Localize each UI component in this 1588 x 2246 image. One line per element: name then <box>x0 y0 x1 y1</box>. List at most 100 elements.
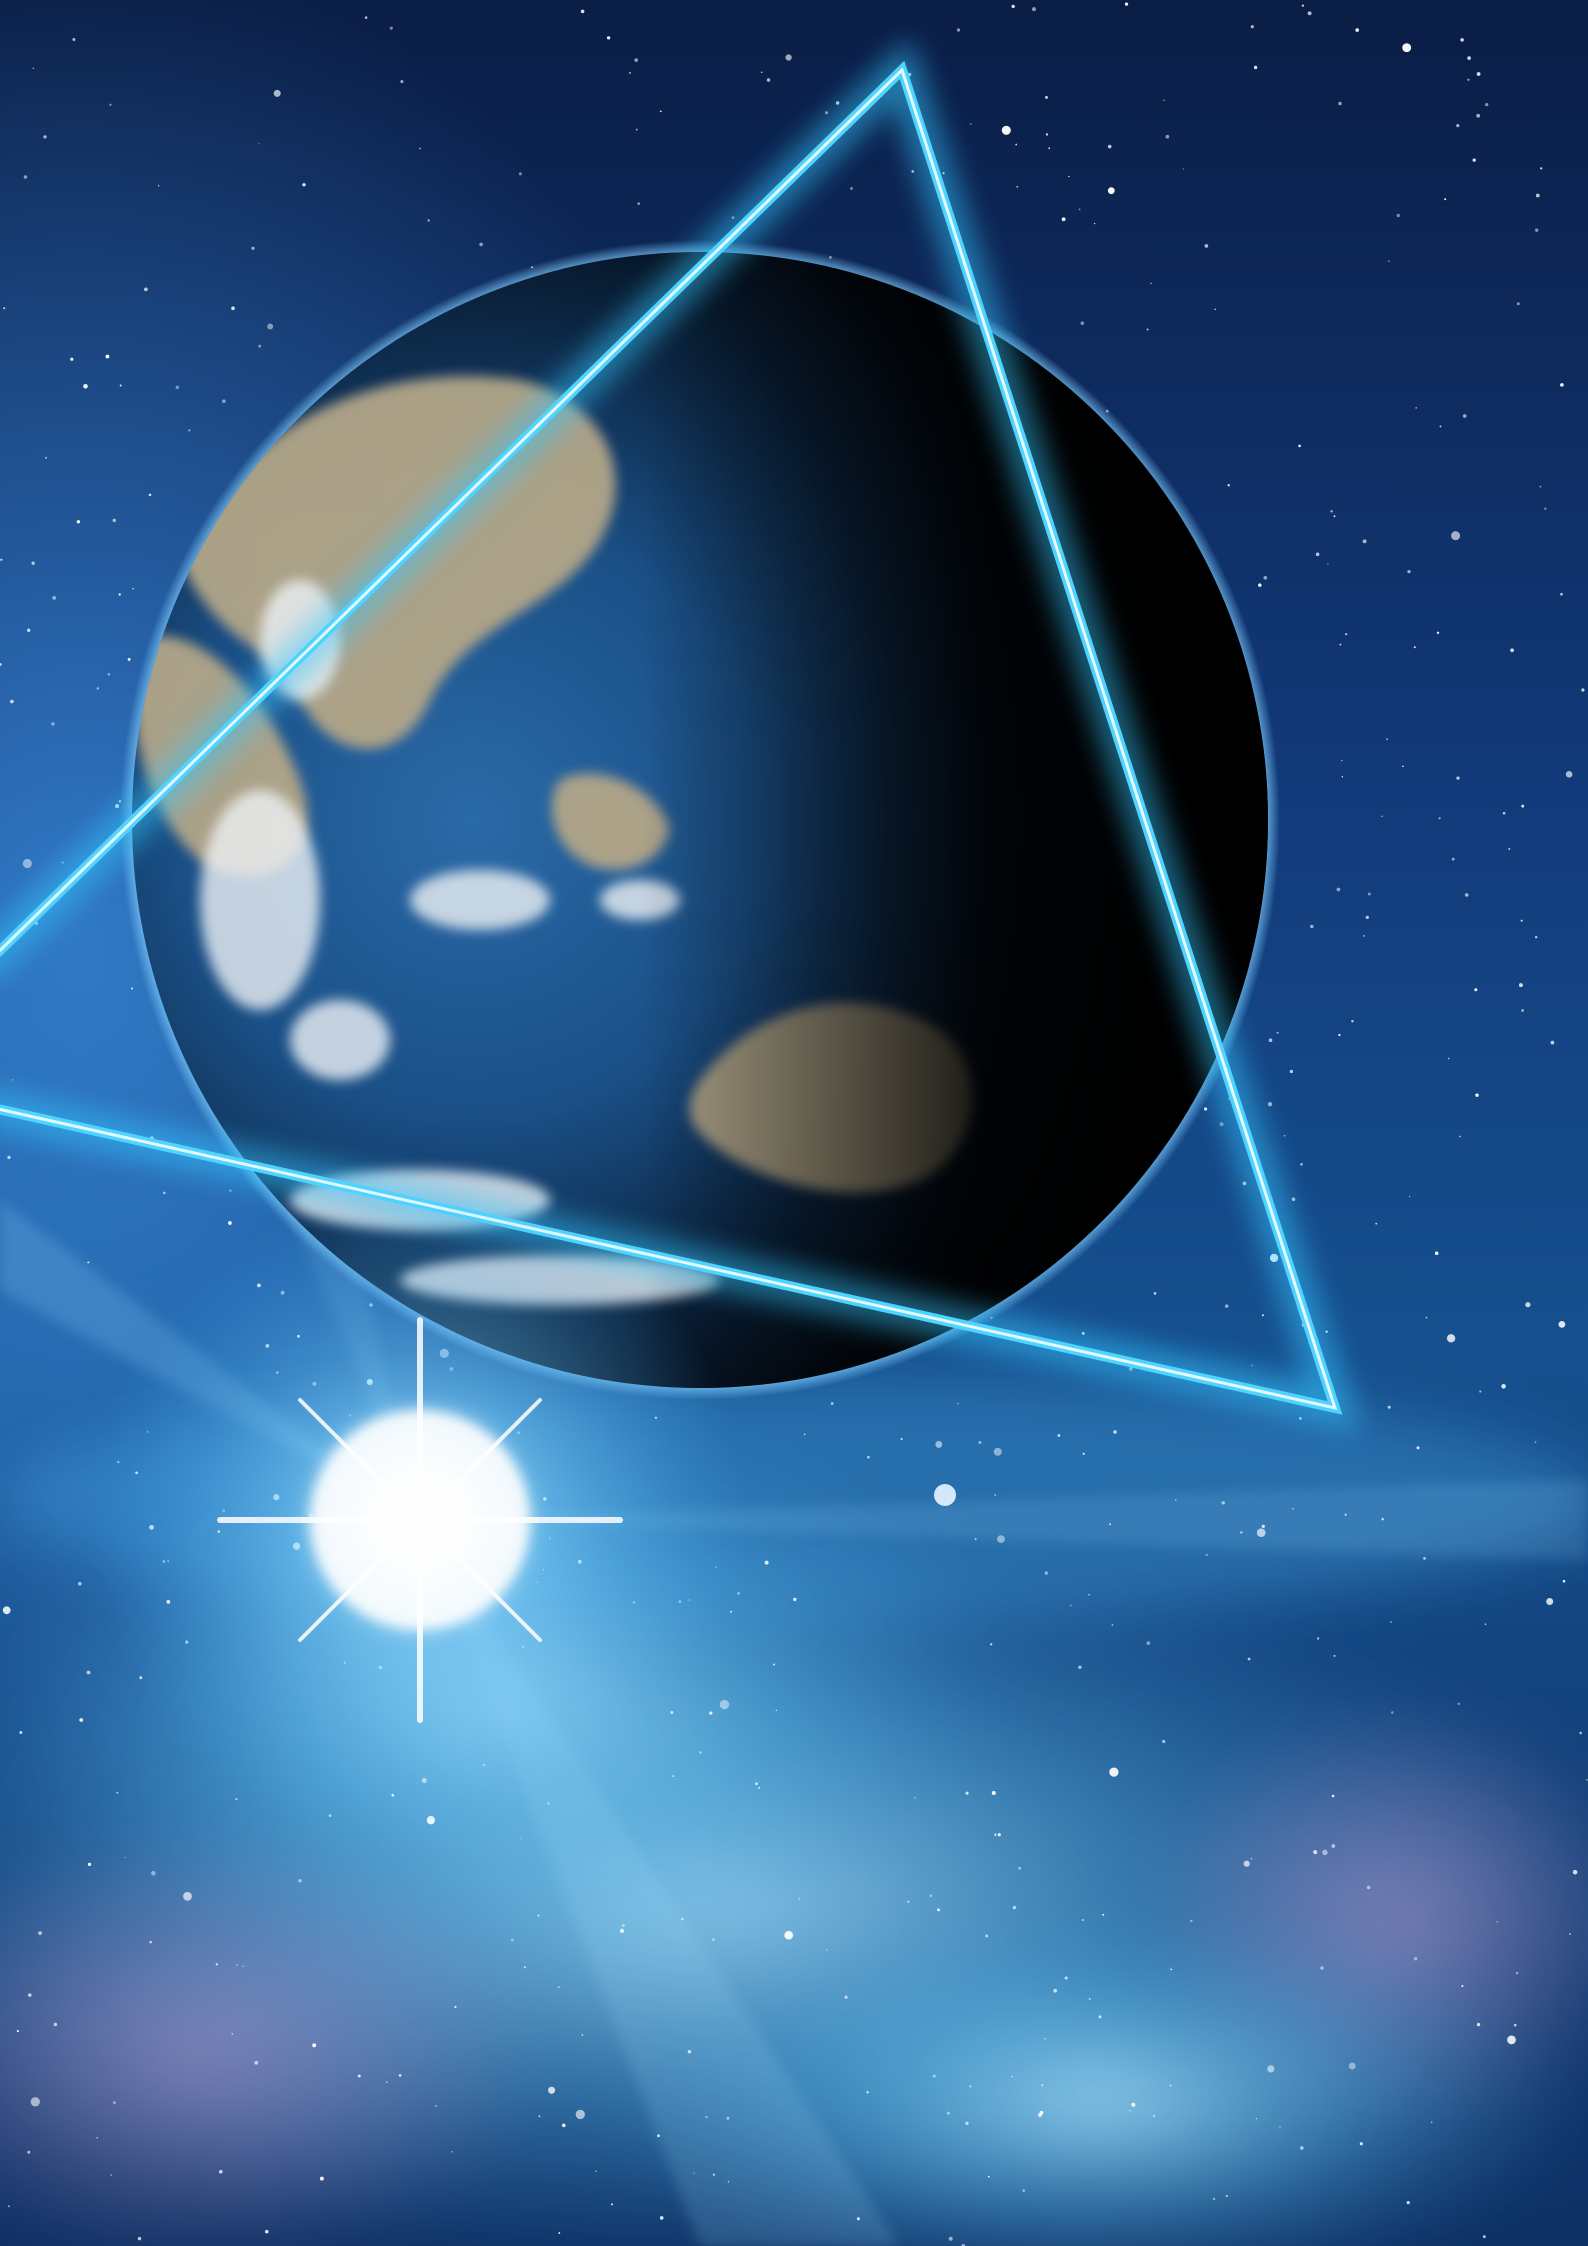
star <box>1214 308 1216 311</box>
star <box>511 1938 514 1942</box>
star <box>242 1965 244 1967</box>
star <box>606 36 611 40</box>
star <box>1307 11 1312 16</box>
star <box>273 89 281 97</box>
star <box>1438 817 1441 820</box>
star <box>52 596 57 600</box>
star <box>978 1441 982 1444</box>
star <box>61 861 64 864</box>
star <box>538 2115 541 2118</box>
star <box>1053 1988 1058 1993</box>
star <box>1535 193 1540 198</box>
star <box>1267 1102 1273 1107</box>
star <box>3 307 6 310</box>
star <box>1572 1869 1578 1875</box>
star <box>1330 510 1333 513</box>
star <box>143 287 148 292</box>
star <box>1569 1933 1571 1935</box>
star <box>1484 1623 1487 1625</box>
star <box>127 657 131 661</box>
star <box>1011 4 1015 9</box>
star <box>1423 1557 1426 1560</box>
star <box>969 2085 972 2088</box>
star <box>112 518 117 523</box>
star <box>398 2074 402 2077</box>
star <box>1124 2 1129 6</box>
star <box>312 2043 317 2048</box>
star <box>719 1699 730 1710</box>
star <box>1289 1069 1293 1074</box>
star <box>1081 1918 1084 1922</box>
star <box>1333 1654 1336 1657</box>
star <box>16 2030 19 2033</box>
star <box>1485 102 1489 107</box>
star <box>0 663 2 666</box>
star <box>1475 1093 1479 1097</box>
star <box>267 323 274 330</box>
star <box>1513 2023 1517 2027</box>
star <box>1331 1794 1335 1798</box>
star <box>149 1940 152 1944</box>
star <box>157 185 160 187</box>
star <box>937 1908 940 1912</box>
star <box>116 1791 119 1794</box>
star <box>1298 444 1301 448</box>
star <box>1479 1390 1482 1393</box>
star <box>1267 2065 1275 2073</box>
star <box>1348 2062 1356 2070</box>
star <box>1581 688 1585 692</box>
star <box>1001 125 1011 135</box>
star <box>265 2229 269 2234</box>
star <box>824 111 829 115</box>
star <box>1082 1452 1085 1455</box>
star <box>1408 1195 1411 1198</box>
star <box>254 2060 259 2065</box>
star <box>45 456 48 459</box>
star <box>1048 147 1051 150</box>
star <box>1520 919 1523 922</box>
star <box>610 2203 613 2206</box>
star <box>1041 2084 1044 2087</box>
star <box>1109 1767 1119 1777</box>
star <box>96 687 99 690</box>
star <box>956 28 961 32</box>
star <box>23 175 28 179</box>
star <box>1310 924 1314 929</box>
star <box>1078 208 1081 211</box>
star <box>1107 187 1115 195</box>
star <box>970 123 972 125</box>
star <box>1146 1641 1151 1645</box>
star <box>1535 936 1538 939</box>
star <box>1022 2189 1026 2192</box>
star <box>773 1663 776 1666</box>
star <box>1070 1604 1072 1607</box>
star <box>1472 158 1476 162</box>
star <box>28 1993 32 1997</box>
star <box>1341 759 1343 762</box>
star <box>1331 1844 1336 1848</box>
star <box>1461 1985 1464 1988</box>
star <box>1562 1579 1566 1583</box>
star <box>1436 631 1440 634</box>
star <box>766 78 771 82</box>
star <box>1362 539 1367 544</box>
star <box>1434 1251 1439 1256</box>
star <box>1078 1665 1082 1669</box>
star <box>1476 2022 1481 2027</box>
star <box>87 1261 90 1264</box>
star <box>109 103 112 106</box>
star <box>1565 770 1573 778</box>
star <box>699 1751 702 1754</box>
star <box>518 172 522 176</box>
star <box>479 242 483 247</box>
star <box>637 202 641 205</box>
star <box>1313 1850 1318 1855</box>
star <box>520 1837 522 1840</box>
star <box>1255 2118 1258 2120</box>
star <box>755 1782 758 1786</box>
star <box>1375 1222 1377 1225</box>
star <box>830 1402 834 1405</box>
star <box>43 135 47 139</box>
star <box>1388 260 1390 263</box>
